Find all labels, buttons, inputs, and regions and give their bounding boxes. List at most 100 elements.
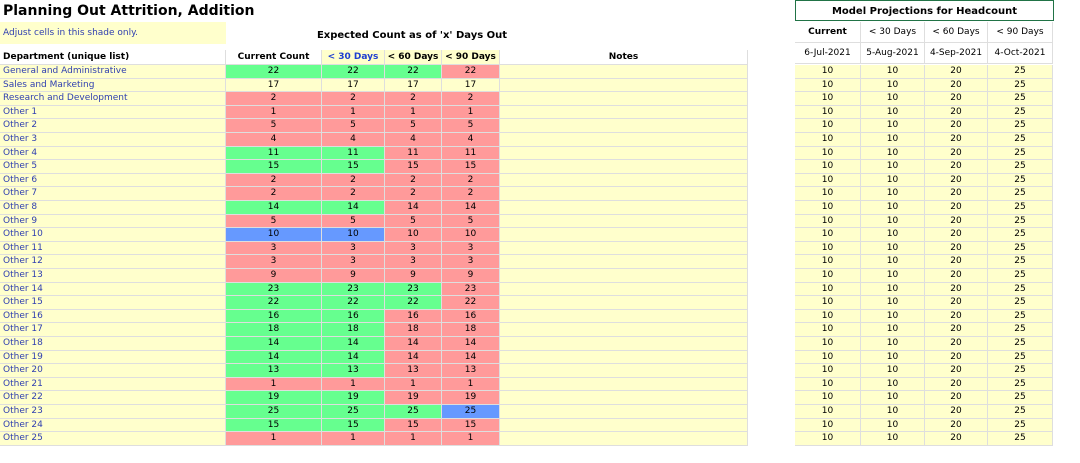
projection-cell: 25 [988, 296, 1053, 310]
count-cell: 5 [322, 214, 385, 229]
count-cell: 22 [385, 296, 442, 310]
count-cell: 17 [385, 78, 442, 93]
projection-cell: 20 [925, 214, 988, 229]
count-cell: 4 [226, 133, 322, 147]
projection-cell: 10 [861, 350, 925, 365]
count-cell: 2 [442, 92, 500, 106]
notes-cell [500, 337, 748, 351]
projection-cell: 10 [861, 418, 925, 433]
projection-date: 4-Sep-2021 [925, 43, 988, 64]
count-cell: 25 [442, 405, 500, 419]
department-cell: Other 10 [0, 228, 226, 242]
count-cell: 4 [385, 133, 442, 147]
projection-cell: 25 [988, 391, 1053, 405]
projection-cell: 10 [795, 350, 861, 365]
projection-cell: 20 [925, 391, 988, 405]
count-cell: 3 [385, 255, 442, 269]
department-cell: Other 6 [0, 173, 226, 188]
count-cell: 5 [442, 214, 500, 229]
count-cell: 13 [442, 364, 500, 378]
projection-date: 4-Oct-2021 [988, 43, 1053, 64]
projections-title: Model Projections for Headcount [795, 0, 1054, 21]
projection-header: < 90 Days [988, 22, 1053, 43]
projection-cell: 10 [795, 309, 861, 324]
department-cell: Other 3 [0, 133, 226, 147]
department-cell: Other 4 [0, 146, 226, 161]
count-cell: 2 [322, 92, 385, 106]
projection-cell: 10 [861, 201, 925, 215]
count-cell: 25 [322, 405, 385, 419]
count-cell: 19 [226, 391, 322, 405]
projection-cell: 25 [988, 269, 1053, 283]
projection-cell: 25 [988, 78, 1053, 93]
notes-cell [500, 201, 748, 215]
projection-cell: 25 [988, 282, 1053, 297]
count-cell: 1 [442, 432, 500, 446]
count-cell: 10 [385, 228, 442, 242]
notes-cell [500, 255, 748, 269]
count-cell: 19 [385, 391, 442, 405]
count-cell: 4 [442, 133, 500, 147]
count-cell: 2 [385, 187, 442, 201]
count-cell: 2 [442, 173, 500, 188]
shade-note: Adjust cells in this shade only. [0, 22, 226, 44]
department-cell: Other 2 [0, 119, 226, 133]
projection-cell: 25 [988, 160, 1053, 174]
projection-cell: 25 [988, 377, 1053, 392]
count-cell: 22 [226, 296, 322, 310]
notes-cell [500, 173, 748, 188]
projection-cell: 10 [795, 405, 861, 419]
projection-cell: 10 [861, 269, 925, 283]
projection-cell: 10 [861, 228, 925, 242]
department-cell: Other 17 [0, 323, 226, 337]
projection-cell: 10 [861, 133, 925, 147]
projection-cell: 10 [795, 119, 861, 133]
count-cell: 1 [385, 377, 442, 392]
projection-cell: 10 [795, 133, 861, 147]
notes-cell [500, 160, 748, 174]
count-cell: 15 [442, 160, 500, 174]
count-cell: 2 [322, 187, 385, 201]
department-cell: Other 1 [0, 105, 226, 120]
notes-cell [500, 119, 748, 133]
count-cell: 15 [322, 418, 385, 433]
projection-cell: 10 [861, 364, 925, 378]
department-cell: Other 18 [0, 337, 226, 351]
notes-cell [500, 391, 748, 405]
notes-cell [500, 364, 748, 378]
projection-cell: 25 [988, 241, 1053, 256]
count-cell: 3 [226, 241, 322, 256]
notes-cell [500, 350, 748, 365]
notes-cell [500, 214, 748, 229]
count-cell: 16 [322, 309, 385, 324]
count-cell: 22 [442, 65, 500, 79]
projection-cell: 20 [925, 255, 988, 269]
projection-cell: 10 [861, 432, 925, 446]
notes-cell [500, 309, 748, 324]
count-cell: 2 [226, 187, 322, 201]
count-cell: 22 [442, 296, 500, 310]
column-header: < 90 Days [442, 50, 500, 65]
count-cell: 14 [322, 350, 385, 365]
department-cell: Sales and Marketing [0, 78, 226, 93]
projection-cell: 20 [925, 282, 988, 297]
projection-cell: 20 [925, 228, 988, 242]
count-cell: 5 [385, 119, 442, 133]
column-header: < 60 Days [385, 50, 442, 65]
count-cell: 15 [442, 418, 500, 433]
count-cell: 1 [322, 105, 385, 120]
projection-cell: 25 [988, 350, 1053, 365]
notes-cell [500, 105, 748, 120]
department-cell: Other 5 [0, 160, 226, 174]
projection-cell: 25 [988, 146, 1053, 161]
department-cell: Other 8 [0, 201, 226, 215]
count-cell: 1 [226, 432, 322, 446]
count-cell: 11 [226, 146, 322, 161]
projection-cell: 10 [795, 418, 861, 433]
count-cell: 2 [442, 187, 500, 201]
count-cell: 14 [442, 337, 500, 351]
count-cell: 3 [385, 241, 442, 256]
projection-cell: 20 [925, 160, 988, 174]
projection-cell: 10 [795, 364, 861, 378]
